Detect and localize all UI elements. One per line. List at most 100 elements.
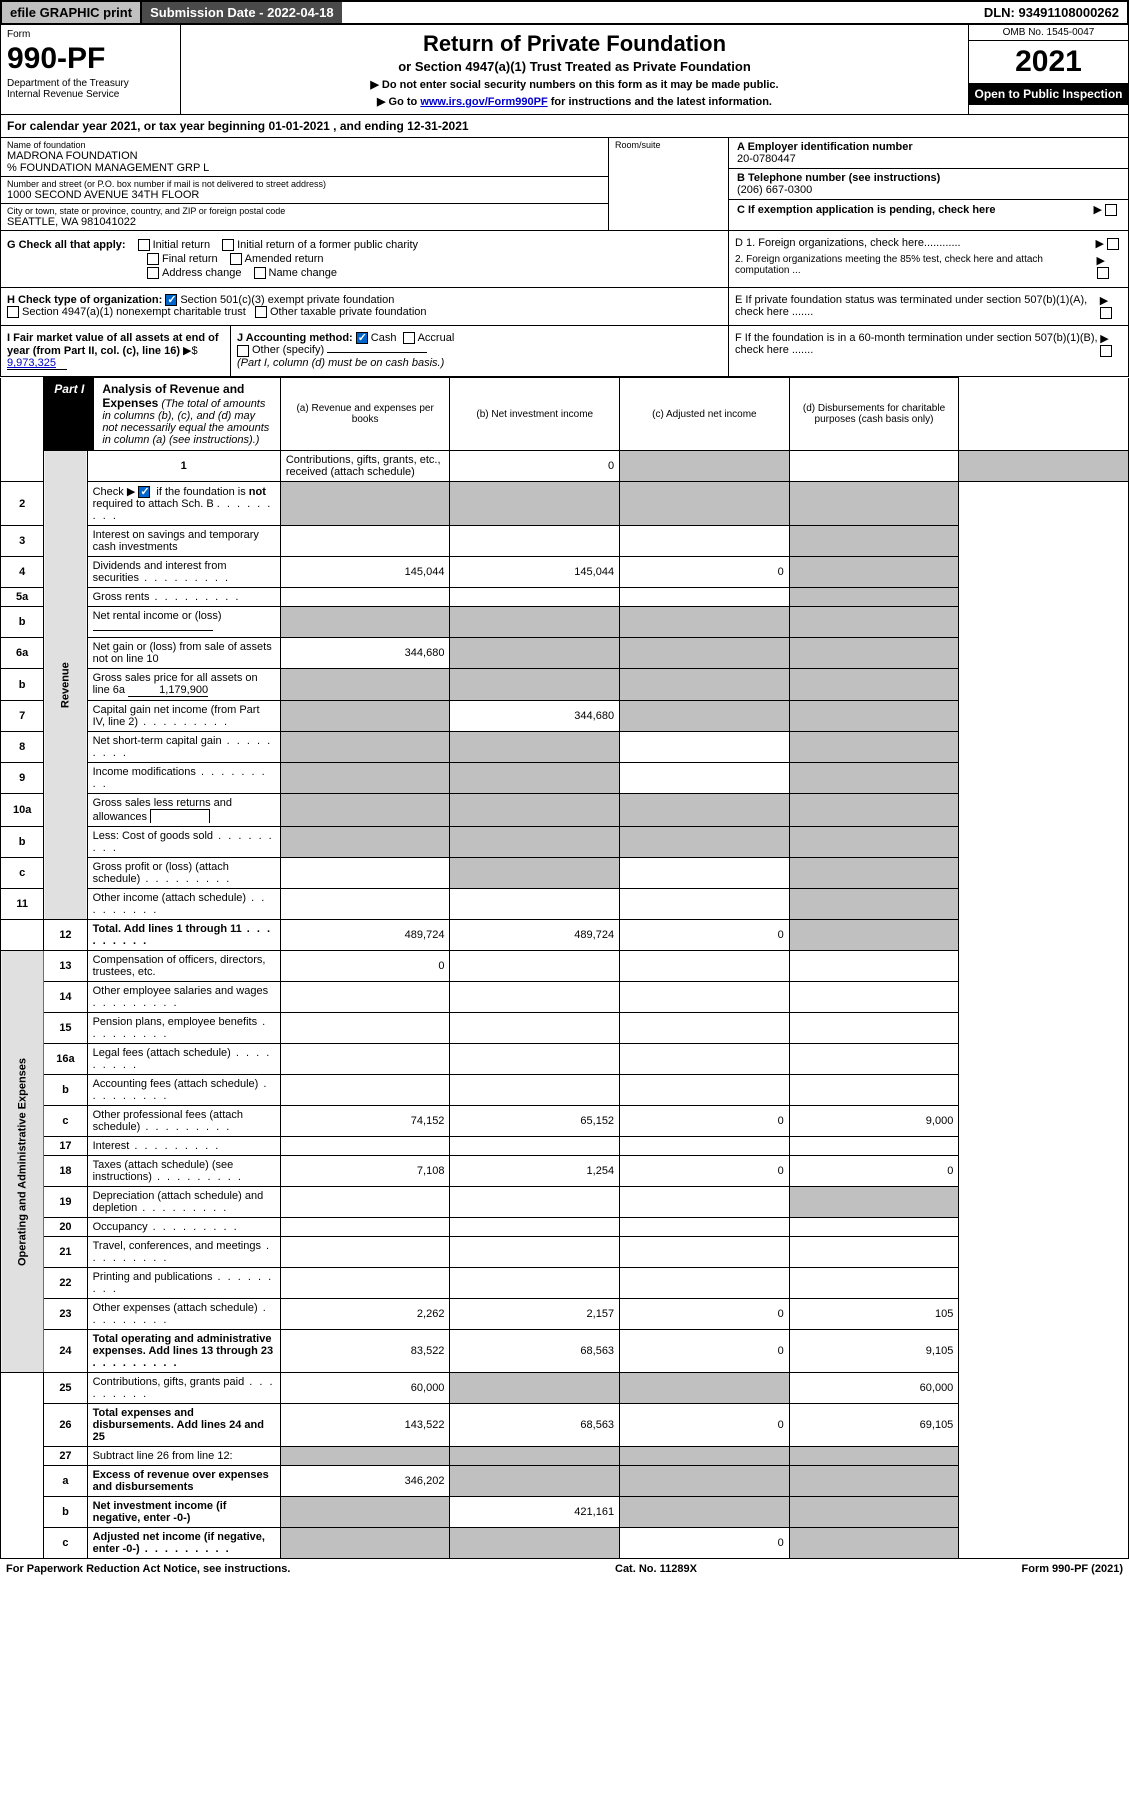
line-10a-label: Gross sales less returns and allowances xyxy=(87,794,280,827)
form-ref: Form 990-PF (2021) xyxy=(1022,1563,1123,1575)
line-16b-label: Accounting fees (attach schedule) xyxy=(87,1075,280,1106)
line-1-a: 0 xyxy=(450,451,620,482)
identity-block: Name of foundation MADRONA FOUNDATION % … xyxy=(0,138,1129,231)
line-24-label: Total operating and administrative expen… xyxy=(87,1330,280,1373)
line-18-label: Taxes (attach schedule) (see instruction… xyxy=(87,1156,280,1187)
initial-return-checkbox[interactable] xyxy=(138,239,150,251)
phone-value: (206) 667-0300 xyxy=(737,184,1120,196)
name-label: Name of foundation xyxy=(7,140,602,150)
cash-checkbox[interactable] xyxy=(356,332,368,344)
line-27b-label: Net investment income (if negative, ente… xyxy=(87,1497,280,1528)
line-4-label: Dividends and interest from securities xyxy=(87,557,280,588)
d2-checkbox[interactable] xyxy=(1097,267,1109,279)
line-11-label: Other income (attach schedule) xyxy=(87,889,280,920)
phone-label: B Telephone number (see instructions) xyxy=(737,172,1120,184)
form-number: 990-PF xyxy=(7,42,174,76)
exemption-pending-label: C If exemption application is pending, c… xyxy=(737,204,996,216)
line-10c-label: Gross profit or (loss) (attach schedule) xyxy=(87,858,280,889)
line-5a-label: Gross rents xyxy=(87,588,280,607)
line-7-label: Capital gain net income (from Part IV, l… xyxy=(87,701,280,732)
line-26-label: Total expenses and disbursements. Add li… xyxy=(87,1404,280,1447)
line-20-label: Occupancy xyxy=(87,1218,280,1237)
revenue-side-label: Revenue xyxy=(44,451,87,920)
line-27a-label: Excess of revenue over expenses and disb… xyxy=(87,1466,280,1497)
line-6b-label: Gross sales price for all assets on line… xyxy=(87,669,280,701)
dln-label: DLN: 93491108000262 xyxy=(976,2,1127,23)
form-subtitle: or Section 4947(a)(1) Trust Treated as P… xyxy=(187,59,962,74)
goto-note: ▶ Go to www.irs.gov/Form990PF for instru… xyxy=(187,95,962,108)
col-b-header: (b) Net investment income xyxy=(450,378,620,451)
paperwork-notice: For Paperwork Reduction Act Notice, see … xyxy=(6,1563,290,1575)
efile-print-label[interactable]: efile GRAPHIC print xyxy=(2,2,142,23)
e-label: E If private foundation status was termi… xyxy=(735,294,1100,319)
fmv-value[interactable]: 9,973,325 xyxy=(7,357,67,370)
line-10b-label: Less: Cost of goods sold xyxy=(87,827,280,858)
line-27-label: Subtract line 26 from line 12: xyxy=(87,1447,280,1466)
care-of: % FOUNDATION MANAGEMENT GRP L xyxy=(7,162,602,174)
line-2-label: Check ▶ if the foundation is not require… xyxy=(87,482,280,526)
line-22-label: Printing and publications xyxy=(87,1268,280,1299)
part1-table: Part I Analysis of Revenue and Expenses … xyxy=(0,377,1129,1559)
line-27c-label: Adjusted net income (if negative, enter … xyxy=(87,1528,280,1559)
address-label: Number and street (or P.O. box number if… xyxy=(7,179,602,189)
dept-label: Department of the Treasury xyxy=(7,78,174,89)
form-title: Return of Private Foundation xyxy=(187,31,962,57)
h-label: H Check type of organization: xyxy=(7,294,162,306)
page-footer: For Paperwork Reduction Act Notice, see … xyxy=(0,1559,1129,1579)
other-method-checkbox[interactable] xyxy=(237,345,249,357)
line-25-label: Contributions, gifts, grants paid xyxy=(87,1373,280,1404)
city-state-zip: SEATTLE, WA 981041022 xyxy=(7,216,602,228)
name-change-checkbox[interactable] xyxy=(254,267,266,279)
f-checkbox[interactable] xyxy=(1100,345,1112,357)
header-middle: Return of Private Foundation or Section … xyxy=(181,25,968,114)
initial-former-checkbox[interactable] xyxy=(222,239,234,251)
col-a-header: (a) Revenue and expenses per books xyxy=(280,378,450,451)
d1-checkbox[interactable] xyxy=(1107,238,1119,250)
line-5b-label: Net rental income or (loss) xyxy=(87,607,280,638)
expenses-side-label: Operating and Administrative Expenses xyxy=(1,951,44,1373)
g-label: G Check all that apply: xyxy=(7,239,126,251)
ein-label: A Employer identification number xyxy=(737,141,1120,153)
amended-return-checkbox[interactable] xyxy=(230,253,242,265)
h-4947-checkbox[interactable] xyxy=(7,306,19,318)
line-14-label: Other employee salaries and wages xyxy=(87,982,280,1013)
line-13-label: Compensation of officers, directors, tru… xyxy=(87,951,280,982)
exemption-checkbox[interactable] xyxy=(1105,204,1117,216)
tax-year: 2021 xyxy=(969,41,1128,83)
city-label: City or town, state or province, country… xyxy=(7,206,602,216)
section-i-j-f: I Fair market value of all assets at end… xyxy=(0,326,1129,377)
line-1-label: Contributions, gifts, grants, etc., rece… xyxy=(280,451,450,482)
cat-number: Cat. No. 11289X xyxy=(615,1563,697,1575)
line-12-label: Total. Add lines 1 through 11 xyxy=(87,920,280,951)
h-other-checkbox[interactable] xyxy=(255,306,267,318)
schb-checkbox[interactable] xyxy=(138,486,150,498)
final-return-checkbox[interactable] xyxy=(147,253,159,265)
j-label: J Accounting method: xyxy=(237,332,353,344)
accrual-checkbox[interactable] xyxy=(403,332,415,344)
address-change-checkbox[interactable] xyxy=(147,267,159,279)
j-note: (Part I, column (d) must be on cash basi… xyxy=(237,357,444,369)
d1-label: D 1. Foreign organizations, check here..… xyxy=(735,237,961,250)
irs-link[interactable]: www.irs.gov/Form990PF xyxy=(420,96,547,108)
line-19-label: Depreciation (attach schedule) and deple… xyxy=(87,1187,280,1218)
h-501c3-checkbox[interactable] xyxy=(165,294,177,306)
line-21-label: Travel, conferences, and meetings xyxy=(87,1237,280,1268)
top-bar: efile GRAPHIC print Submission Date - 20… xyxy=(0,0,1129,25)
f-label: F If the foundation is in a 60-month ter… xyxy=(735,332,1100,370)
irs-label: Internal Revenue Service xyxy=(7,89,174,100)
open-to-public-badge: Open to Public Inspection xyxy=(969,83,1128,105)
header-right: OMB No. 1545-0047 2021 Open to Public In… xyxy=(968,25,1128,114)
line-16c-label: Other professional fees (attach schedule… xyxy=(87,1106,280,1137)
line-9-label: Income modifications xyxy=(87,763,280,794)
line-15-label: Pension plans, employee benefits xyxy=(87,1013,280,1044)
submission-date-label: Submission Date - 2022-04-18 xyxy=(142,2,342,23)
ssn-warning: ▶ Do not enter social security numbers o… xyxy=(187,78,962,91)
e-checkbox[interactable] xyxy=(1100,307,1112,319)
form-header: Form 990-PF Department of the Treasury I… xyxy=(0,25,1129,115)
line-6a-label: Net gain or (loss) from sale of assets n… xyxy=(87,638,280,669)
col-c-header: (c) Adjusted net income xyxy=(620,378,790,451)
omb-number: OMB No. 1545-0047 xyxy=(969,25,1128,41)
line-3-label: Interest on savings and temporary cash i… xyxy=(87,526,280,557)
calendar-year-line: For calendar year 2021, or tax year begi… xyxy=(0,115,1129,138)
header-left: Form 990-PF Department of the Treasury I… xyxy=(1,25,181,114)
